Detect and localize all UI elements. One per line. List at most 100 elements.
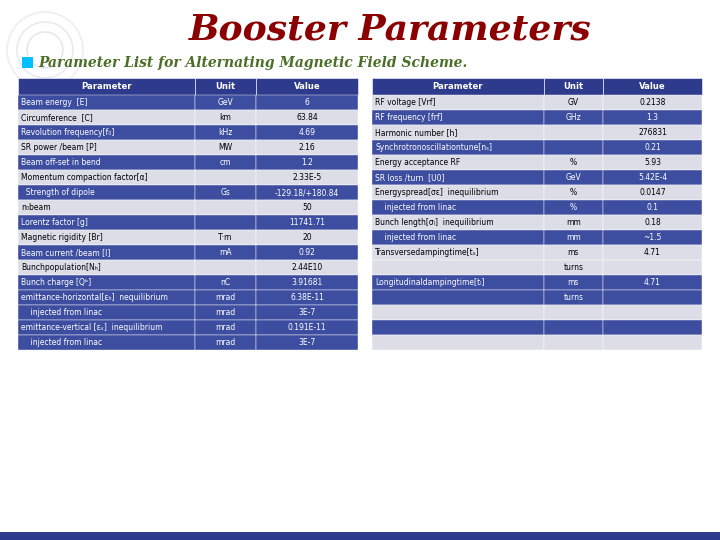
FancyBboxPatch shape [195, 95, 256, 110]
Text: %: % [570, 158, 577, 167]
FancyBboxPatch shape [372, 215, 544, 230]
Text: injected from linac: injected from linac [21, 338, 102, 347]
FancyBboxPatch shape [256, 170, 358, 185]
Text: RF frequency [frf]: RF frequency [frf] [375, 113, 443, 122]
Text: 3.91681: 3.91681 [292, 278, 323, 287]
Text: 20: 20 [302, 233, 312, 242]
Text: emittance-vertical [εᵥ]  inequilibrium: emittance-vertical [εᵥ] inequilibrium [21, 323, 163, 332]
Text: SR loss /turn  [U0]: SR loss /turn [U0] [375, 173, 444, 182]
FancyBboxPatch shape [544, 170, 603, 185]
FancyBboxPatch shape [195, 170, 256, 185]
Text: cm: cm [220, 158, 231, 167]
Text: SR power /beam [P]: SR power /beam [P] [21, 143, 96, 152]
Text: mrad: mrad [215, 293, 235, 302]
FancyBboxPatch shape [195, 110, 256, 125]
FancyBboxPatch shape [195, 275, 256, 290]
Text: 11741.71: 11741.71 [289, 218, 325, 227]
Text: Longitudinaldampingtime[tₗ]: Longitudinaldampingtime[tₗ] [375, 278, 485, 287]
FancyBboxPatch shape [256, 260, 358, 275]
Text: mm: mm [566, 233, 580, 242]
FancyBboxPatch shape [372, 125, 544, 140]
FancyBboxPatch shape [18, 170, 195, 185]
Text: 2.44E10: 2.44E10 [292, 263, 323, 272]
Text: mm: mm [566, 218, 580, 227]
Text: injected from linac: injected from linac [21, 308, 102, 317]
Text: turns: turns [563, 293, 583, 302]
FancyBboxPatch shape [544, 200, 603, 215]
Text: Unit: Unit [215, 82, 235, 91]
Text: 3E-7: 3E-7 [298, 338, 315, 347]
FancyBboxPatch shape [18, 305, 195, 320]
Text: T·m: T·m [218, 233, 233, 242]
Text: %: % [570, 188, 577, 197]
Text: n₀beam: n₀beam [21, 203, 50, 212]
Text: 63.84: 63.84 [296, 113, 318, 122]
Text: 6: 6 [305, 98, 310, 107]
FancyBboxPatch shape [372, 170, 544, 185]
FancyBboxPatch shape [256, 110, 358, 125]
Text: 0.92: 0.92 [299, 248, 315, 257]
FancyBboxPatch shape [256, 140, 358, 155]
Text: Bunchpopulation[Nₕ]: Bunchpopulation[Nₕ] [21, 263, 101, 272]
Text: 1.3: 1.3 [647, 113, 659, 122]
FancyBboxPatch shape [256, 95, 358, 110]
Text: Energyspread[σε]  inequilibrium: Energyspread[σε] inequilibrium [375, 188, 498, 197]
FancyBboxPatch shape [256, 275, 358, 290]
FancyBboxPatch shape [372, 140, 544, 155]
FancyBboxPatch shape [18, 320, 195, 335]
Text: ~1.5: ~1.5 [643, 233, 662, 242]
FancyBboxPatch shape [603, 275, 702, 290]
FancyBboxPatch shape [195, 245, 256, 260]
FancyBboxPatch shape [195, 215, 256, 230]
Text: 3E-7: 3E-7 [298, 308, 315, 317]
Text: mrad: mrad [215, 308, 235, 317]
Text: Beam off-set in bend: Beam off-set in bend [21, 158, 101, 167]
Text: Strength of dipole: Strength of dipole [21, 188, 95, 197]
FancyBboxPatch shape [603, 140, 702, 155]
FancyBboxPatch shape [195, 290, 256, 305]
FancyBboxPatch shape [18, 290, 195, 305]
FancyBboxPatch shape [195, 260, 256, 275]
FancyBboxPatch shape [195, 305, 256, 320]
FancyBboxPatch shape [256, 78, 358, 95]
FancyBboxPatch shape [372, 260, 544, 275]
FancyBboxPatch shape [195, 185, 256, 200]
FancyBboxPatch shape [603, 230, 702, 245]
FancyBboxPatch shape [603, 170, 702, 185]
Text: Unit: Unit [563, 82, 583, 91]
Text: GV: GV [568, 98, 579, 107]
FancyBboxPatch shape [603, 200, 702, 215]
FancyBboxPatch shape [544, 260, 603, 275]
FancyBboxPatch shape [18, 95, 195, 110]
FancyBboxPatch shape [22, 57, 33, 68]
FancyBboxPatch shape [544, 245, 603, 260]
Text: Bunch length[σₗ]  inequilibrium: Bunch length[σₗ] inequilibrium [375, 218, 494, 227]
FancyBboxPatch shape [18, 335, 195, 350]
FancyBboxPatch shape [603, 335, 702, 350]
FancyBboxPatch shape [18, 245, 195, 260]
FancyBboxPatch shape [603, 290, 702, 305]
FancyBboxPatch shape [544, 110, 603, 125]
FancyBboxPatch shape [18, 200, 195, 215]
Text: Momentum compaction factor[α]: Momentum compaction factor[α] [21, 173, 148, 182]
FancyBboxPatch shape [18, 185, 195, 200]
FancyBboxPatch shape [372, 320, 544, 335]
FancyBboxPatch shape [256, 305, 358, 320]
Text: Parameter List for Alternating Magnetic Field Scheme.: Parameter List for Alternating Magnetic … [38, 56, 467, 70]
Text: 5.42E-4: 5.42E-4 [638, 173, 667, 182]
Text: 4.71: 4.71 [644, 248, 661, 257]
FancyBboxPatch shape [256, 155, 358, 170]
FancyBboxPatch shape [195, 335, 256, 350]
FancyBboxPatch shape [603, 78, 702, 95]
FancyBboxPatch shape [544, 305, 603, 320]
Text: nC: nC [220, 278, 230, 287]
FancyBboxPatch shape [256, 230, 358, 245]
Text: mrad: mrad [215, 338, 235, 347]
FancyBboxPatch shape [544, 155, 603, 170]
Text: emittance-horizontal[εₕ]  nequilibrium: emittance-horizontal[εₕ] nequilibrium [21, 293, 168, 302]
Text: Magnetic rigidity [Br]: Magnetic rigidity [Br] [21, 233, 103, 242]
Text: turns: turns [563, 263, 583, 272]
FancyBboxPatch shape [603, 320, 702, 335]
Text: MW: MW [218, 143, 233, 152]
FancyBboxPatch shape [372, 245, 544, 260]
